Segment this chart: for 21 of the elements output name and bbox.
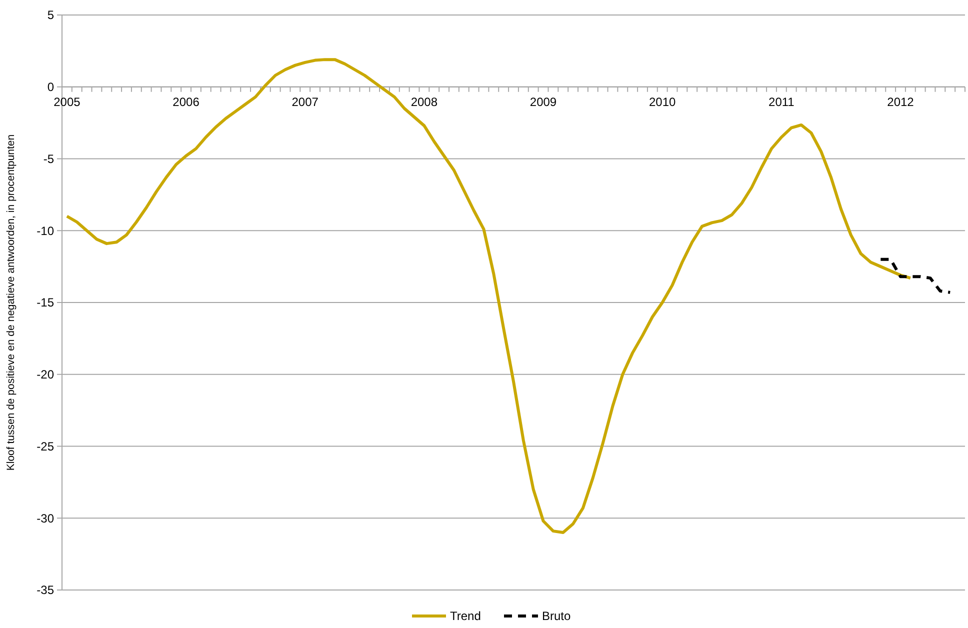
y-tick-label: -35 xyxy=(36,583,54,598)
x-tick-label: 2010 xyxy=(648,94,676,109)
legend-label: Bruto xyxy=(542,609,572,623)
x-tick-label: 2008 xyxy=(410,94,438,109)
x-tick-label: 2009 xyxy=(530,94,557,109)
y-axis-title: Kloof tussen de positieve en de negatieve antwoorden, in procentpunten xyxy=(5,134,17,471)
y-tick-label: 5 xyxy=(47,8,54,22)
y-tick-label: -20 xyxy=(36,368,54,382)
y-tick-label: -15 xyxy=(36,296,54,310)
x-tick-label: 2007 xyxy=(292,94,319,109)
x-tick-label: 2006 xyxy=(172,94,200,109)
y-tick-label: -10 xyxy=(36,224,54,238)
y-tick-label: -25 xyxy=(36,439,54,454)
legend-label: Trend xyxy=(450,609,481,623)
y-tick-label: 0 xyxy=(47,80,54,94)
x-tick-label: 2005 xyxy=(54,94,81,109)
x-tick-label: 2011 xyxy=(768,94,795,109)
x-tick-label: 2012 xyxy=(887,94,914,109)
y-tick-label: -30 xyxy=(36,511,54,526)
line-series xyxy=(879,258,952,294)
y-tick-label: -5 xyxy=(43,152,54,166)
